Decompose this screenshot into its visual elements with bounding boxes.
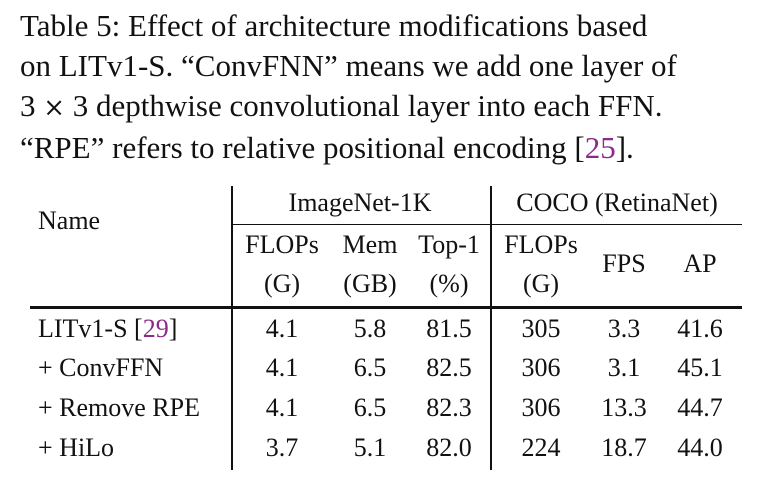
row-4-flops-coco: 224: [521, 433, 561, 462]
header-mem-unit: (GB): [343, 269, 397, 298]
row-1-citation-link[interactable]: 29: [142, 314, 169, 343]
caption-line-3-pre: 3: [20, 88, 36, 123]
header-fps: FPS: [602, 249, 646, 278]
row-1-top1: 81.5: [426, 314, 472, 343]
row-2-mem: 6.5: [353, 353, 387, 382]
row-1-name-text: LITv1-S [: [38, 314, 143, 343]
table-caption: Table 5: Effect of architecture modifica…: [20, 6, 760, 168]
header-rule: [30, 306, 742, 309]
row-4-mem: 5.1: [353, 433, 387, 462]
row-1-name: LITv1-S [29]: [38, 314, 177, 344]
header-ap: AP: [683, 249, 717, 278]
header-flops-coco-unit: (G): [522, 269, 560, 298]
row-1-flops-imagenet: 4.1: [265, 314, 299, 343]
group-underline-imagenet: [233, 224, 490, 225]
row-2-name: + ConvFFN: [38, 353, 164, 382]
row-1-ap: 41.6: [677, 314, 723, 343]
header-flops-imagenet: FLOPs: [245, 230, 319, 259]
row-2-ap: 45.1: [677, 353, 723, 382]
caption-line-4-post: ].: [615, 130, 634, 165]
row-1-mem: 5.8: [353, 314, 387, 343]
caption-line-2: on LITv1-S. “ConvFNN” means we add one l…: [20, 48, 677, 83]
row-3-fps: 13.3: [601, 393, 647, 422]
column-divider-coco: [490, 186, 492, 470]
citation-link[interactable]: 25: [584, 130, 616, 165]
row-2-flops-imagenet: 4.1: [265, 353, 299, 382]
header-group-imagenet: ImageNet-1K: [288, 188, 432, 217]
row-4-ap: 44.0: [677, 433, 723, 462]
row-4-name: + HiLo: [38, 433, 115, 462]
row-4-fps: 18.7: [601, 433, 647, 462]
row-2-flops-coco: 306: [521, 353, 561, 382]
row-3-ap: 44.7: [677, 393, 723, 422]
row-3-mem: 6.5: [353, 393, 387, 422]
caption-line-4: “RPE” refers to relative positional enco…: [20, 128, 760, 168]
row-4-top1: 82.0: [426, 433, 472, 462]
row-1-fps: 3.3: [607, 314, 641, 343]
row-3-flops-imagenet: 4.1: [265, 393, 299, 422]
caption-line-3-post: 3 depthwise convolutional layer into eac…: [72, 88, 663, 123]
row-4-flops-imagenet: 3.7: [265, 433, 299, 462]
group-underline-coco: [492, 224, 742, 225]
times-symbol: ×: [43, 93, 66, 123]
row-1-flops-coco: 305: [521, 314, 561, 343]
row-1-name-post: ]: [168, 314, 178, 343]
column-divider-name: [231, 186, 233, 470]
row-3-name: + Remove RPE: [38, 393, 200, 422]
caption-line-4-pre: “RPE” refers to relative positional enco…: [20, 130, 585, 165]
header-name: Name: [38, 206, 101, 235]
caption-line-1: Table 5: Effect of architecture modifica…: [20, 8, 648, 43]
row-2-fps: 3.1: [607, 353, 641, 382]
header-flops-imagenet-unit: (G): [263, 269, 301, 298]
caption-line-3: 3 × 3 depthwise convolutional layer into…: [20, 86, 760, 128]
header-flops-coco: FLOPs: [504, 230, 578, 259]
row-2-top1: 82.5: [426, 353, 472, 382]
row-3-top1: 82.3: [426, 393, 472, 422]
header-group-coco: COCO (RetinaNet): [516, 188, 718, 217]
header-top1-unit: (%): [429, 269, 469, 298]
row-3-flops-coco: 306: [521, 393, 561, 422]
header-top1: Top-1: [418, 230, 480, 259]
header-mem: Mem: [342, 230, 398, 259]
